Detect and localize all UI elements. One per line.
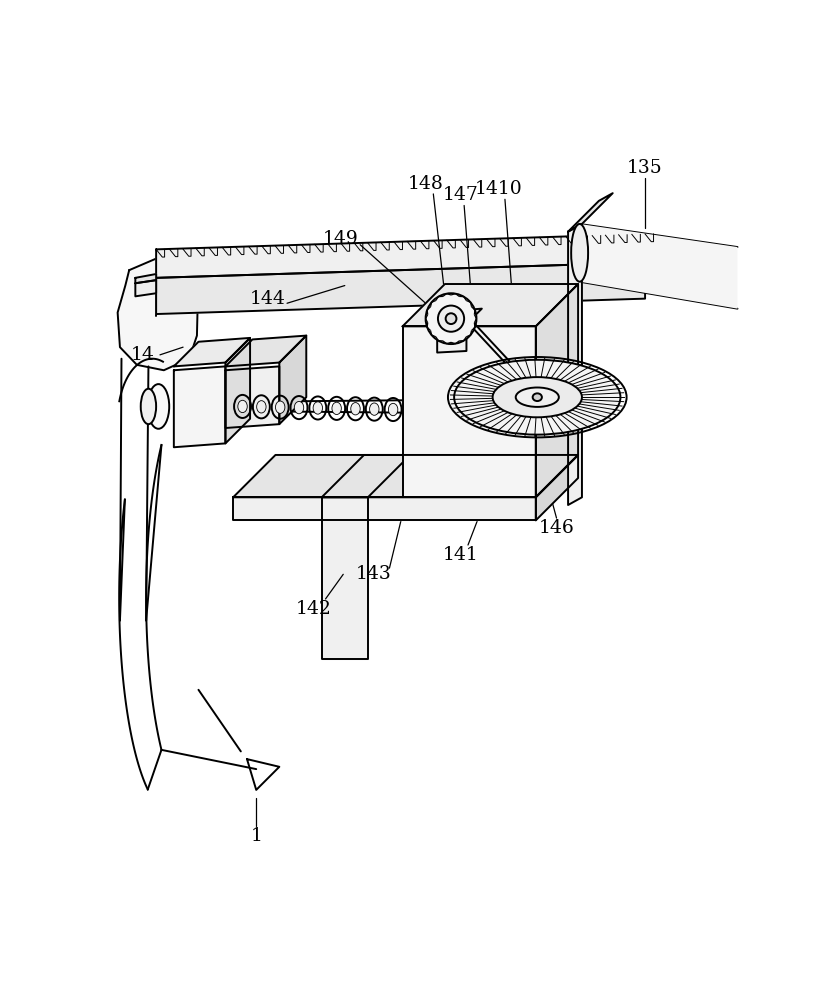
Text: 14: 14 bbox=[131, 346, 155, 364]
Text: 141: 141 bbox=[443, 546, 478, 564]
Ellipse shape bbox=[275, 401, 285, 413]
Circle shape bbox=[438, 306, 464, 332]
Polygon shape bbox=[403, 326, 536, 497]
Polygon shape bbox=[225, 336, 306, 366]
Polygon shape bbox=[437, 326, 467, 353]
Ellipse shape bbox=[369, 403, 379, 415]
Text: 135: 135 bbox=[627, 159, 663, 177]
Polygon shape bbox=[117, 255, 199, 370]
Ellipse shape bbox=[238, 400, 247, 413]
Circle shape bbox=[426, 293, 477, 344]
Polygon shape bbox=[280, 336, 306, 424]
Ellipse shape bbox=[256, 401, 266, 413]
Polygon shape bbox=[580, 224, 737, 309]
Text: 148: 148 bbox=[408, 175, 443, 193]
Polygon shape bbox=[233, 497, 536, 520]
Polygon shape bbox=[403, 284, 578, 326]
Polygon shape bbox=[233, 455, 578, 497]
Text: 1: 1 bbox=[250, 827, 262, 845]
Text: 143: 143 bbox=[356, 565, 392, 583]
Ellipse shape bbox=[532, 393, 542, 401]
Polygon shape bbox=[322, 497, 368, 659]
Polygon shape bbox=[225, 338, 250, 443]
Ellipse shape bbox=[454, 360, 621, 435]
Ellipse shape bbox=[332, 402, 341, 415]
Polygon shape bbox=[568, 224, 582, 505]
Ellipse shape bbox=[141, 389, 156, 424]
Text: 146: 146 bbox=[538, 519, 574, 537]
Ellipse shape bbox=[351, 403, 360, 415]
Polygon shape bbox=[156, 262, 645, 314]
Polygon shape bbox=[536, 455, 578, 520]
Text: 144: 144 bbox=[250, 290, 285, 308]
Polygon shape bbox=[136, 274, 156, 283]
Ellipse shape bbox=[571, 224, 588, 282]
Polygon shape bbox=[568, 193, 612, 232]
Text: 142: 142 bbox=[296, 600, 332, 618]
Ellipse shape bbox=[493, 377, 582, 417]
Polygon shape bbox=[322, 455, 410, 497]
Text: 147: 147 bbox=[443, 186, 478, 204]
Polygon shape bbox=[136, 280, 156, 296]
Ellipse shape bbox=[147, 384, 169, 429]
Polygon shape bbox=[536, 284, 578, 497]
Ellipse shape bbox=[389, 403, 398, 416]
Circle shape bbox=[446, 313, 457, 324]
Polygon shape bbox=[174, 366, 225, 447]
Text: 149: 149 bbox=[323, 230, 359, 248]
Ellipse shape bbox=[295, 401, 304, 414]
Text: 1410: 1410 bbox=[475, 180, 522, 198]
Polygon shape bbox=[174, 338, 250, 366]
Ellipse shape bbox=[313, 402, 323, 414]
Polygon shape bbox=[225, 366, 280, 428]
Polygon shape bbox=[437, 309, 482, 326]
Polygon shape bbox=[156, 234, 645, 278]
Ellipse shape bbox=[516, 387, 559, 407]
